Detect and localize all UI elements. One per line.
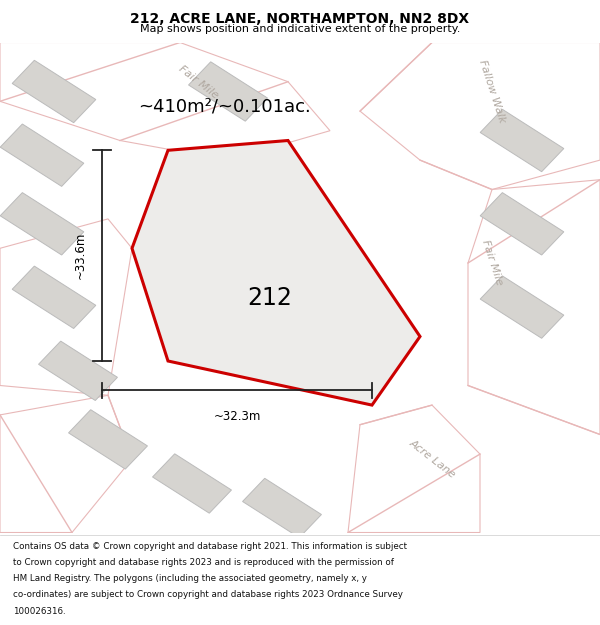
- Polygon shape: [152, 454, 232, 513]
- Text: Fallow Walk: Fallow Walk: [477, 59, 507, 124]
- Text: ~32.3m: ~32.3m: [214, 410, 260, 423]
- Polygon shape: [468, 180, 600, 434]
- Text: 212: 212: [248, 286, 292, 310]
- Polygon shape: [38, 341, 118, 401]
- Polygon shape: [360, 42, 600, 189]
- Text: Fair Mile: Fair Mile: [176, 63, 220, 100]
- Text: 212, ACRE LANE, NORTHAMPTON, NN2 8DX: 212, ACRE LANE, NORTHAMPTON, NN2 8DX: [130, 12, 470, 26]
- Text: ~33.6m: ~33.6m: [74, 232, 87, 279]
- Polygon shape: [0, 219, 132, 395]
- Text: ~410m²/~0.101ac.: ~410m²/~0.101ac.: [138, 98, 311, 115]
- Polygon shape: [68, 410, 148, 469]
- Text: to Crown copyright and database rights 2023 and is reproduced with the permissio: to Crown copyright and database rights 2…: [13, 558, 394, 567]
- Polygon shape: [0, 395, 132, 532]
- Text: Map shows position and indicative extent of the property.: Map shows position and indicative extent…: [140, 24, 460, 34]
- Polygon shape: [348, 405, 480, 532]
- Polygon shape: [480, 192, 564, 255]
- Polygon shape: [480, 276, 564, 338]
- Text: HM Land Registry. The polygons (including the associated geometry, namely x, y: HM Land Registry. The polygons (includin…: [13, 574, 367, 583]
- Polygon shape: [480, 109, 564, 172]
- Polygon shape: [12, 266, 96, 329]
- Polygon shape: [12, 60, 96, 122]
- Text: 100026316.: 100026316.: [13, 606, 66, 616]
- Polygon shape: [242, 478, 322, 538]
- Polygon shape: [132, 141, 420, 405]
- Text: Fair Mile: Fair Mile: [480, 239, 504, 287]
- Text: Contains OS data © Crown copyright and database right 2021. This information is : Contains OS data © Crown copyright and d…: [13, 542, 407, 551]
- Polygon shape: [0, 42, 330, 160]
- Text: co-ordinates) are subject to Crown copyright and database rights 2023 Ordnance S: co-ordinates) are subject to Crown copyr…: [13, 590, 403, 599]
- Polygon shape: [188, 62, 268, 121]
- Text: Acre Lane: Acre Lane: [407, 438, 457, 480]
- Polygon shape: [0, 192, 84, 255]
- Polygon shape: [0, 124, 84, 186]
